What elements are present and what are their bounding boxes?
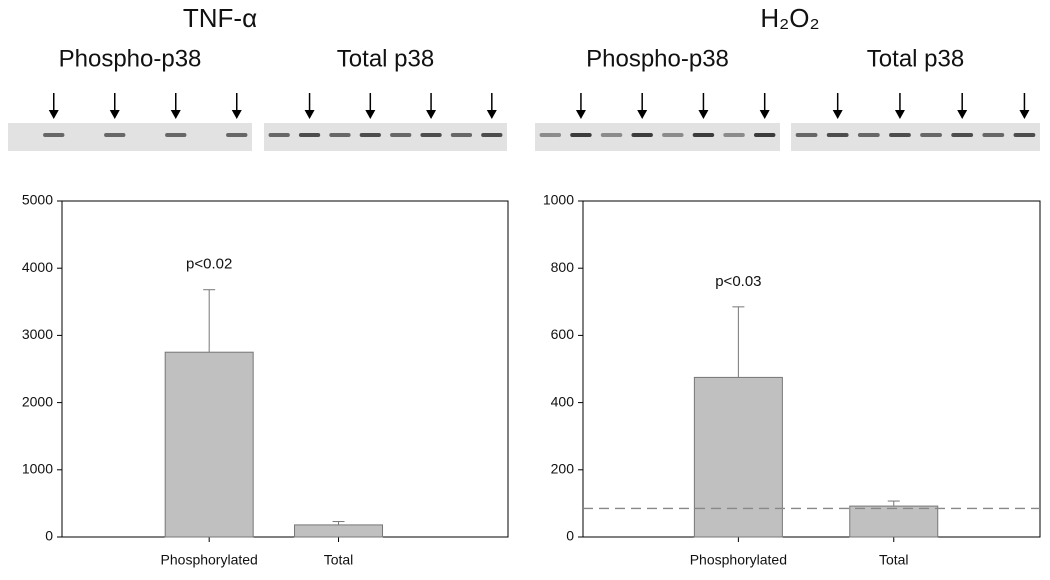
blot-band: [390, 133, 412, 137]
blot-band: [359, 133, 381, 137]
y-tick-label: 1000: [543, 192, 574, 208]
bar: [164, 351, 254, 538]
bar: [849, 505, 939, 538]
blot-band: [481, 133, 503, 137]
arrow-head: [304, 110, 315, 119]
y-tick-label: 5000: [22, 192, 53, 208]
blot-image: [264, 123, 507, 151]
blot-band: [298, 133, 321, 137]
blot-band: [889, 133, 911, 137]
arrow-head: [637, 110, 648, 119]
blot-band: [753, 133, 776, 137]
blot-band: [539, 133, 562, 137]
arrow-head: [365, 110, 376, 119]
blot-band: [329, 133, 351, 137]
blot-band: [165, 133, 187, 137]
blot-label: Total p38: [867, 45, 964, 72]
annotation: p<0.02: [186, 256, 232, 273]
y-tick-label: 600: [551, 326, 575, 342]
blot-band: [857, 133, 880, 137]
blot-band: [662, 133, 684, 137]
blot-band: [570, 133, 592, 137]
blot-image: [535, 123, 780, 151]
blot-band: [600, 133, 623, 137]
blot-band: [43, 133, 65, 137]
blot-label: Total p38: [337, 45, 434, 72]
blot-band: [692, 133, 715, 137]
y-tick-label: 200: [551, 461, 575, 477]
y-tick-label: 800: [551, 259, 575, 275]
arrow-head: [894, 110, 905, 119]
blot-label: Phospho-p38: [59, 45, 202, 72]
blot-band: [795, 133, 818, 137]
y-tick-label: 2000: [22, 393, 53, 409]
arrow-head: [698, 110, 709, 119]
blot-image: [791, 123, 1040, 151]
x-tick-label: Phosphorylated: [690, 552, 787, 568]
blot-band: [631, 133, 653, 137]
x-tick-label: Total: [324, 552, 354, 568]
blot-band: [226, 133, 248, 137]
arrow-head: [109, 110, 120, 119]
arrow-head: [48, 110, 59, 119]
arrow-head: [832, 110, 843, 119]
blot-band: [1013, 133, 1036, 137]
y-tick-label: 4000: [22, 259, 53, 275]
y-tick-label: 0: [45, 528, 53, 544]
arrow-head: [957, 110, 968, 119]
blot-label: Phospho-p38: [586, 45, 729, 72]
blot-band: [420, 133, 442, 137]
chart-title: H₂O₂: [760, 3, 819, 33]
arrow-head: [759, 110, 770, 119]
arrow-head: [170, 110, 181, 119]
blot-band: [982, 133, 1005, 137]
arrow-head: [231, 110, 242, 119]
blot-band: [826, 133, 849, 137]
blot-band: [920, 133, 942, 137]
bar: [693, 376, 783, 538]
plot-frame: [582, 200, 1041, 538]
arrow-head: [426, 110, 437, 119]
chart-title: TNF-α: [183, 3, 257, 33]
arrow-head: [1019, 110, 1030, 119]
y-tick-label: 3000: [22, 326, 53, 342]
blot-band: [268, 133, 290, 137]
y-tick-label: 400: [551, 393, 575, 409]
x-tick-label: Phosphorylated: [161, 552, 258, 568]
arrow-head: [486, 110, 497, 119]
blot-band: [951, 133, 974, 137]
blot-image: [8, 123, 252, 151]
plot-frame: [61, 200, 509, 538]
y-tick-label: 1000: [22, 461, 53, 477]
bar: [294, 524, 384, 538]
blot-band: [450, 133, 473, 137]
blot-band: [104, 133, 126, 137]
y-tick-label: 0: [566, 528, 574, 544]
annotation: p<0.03: [715, 273, 761, 290]
x-tick-label: Total: [879, 552, 909, 568]
arrow-head: [575, 110, 586, 119]
blot-band: [723, 133, 745, 137]
